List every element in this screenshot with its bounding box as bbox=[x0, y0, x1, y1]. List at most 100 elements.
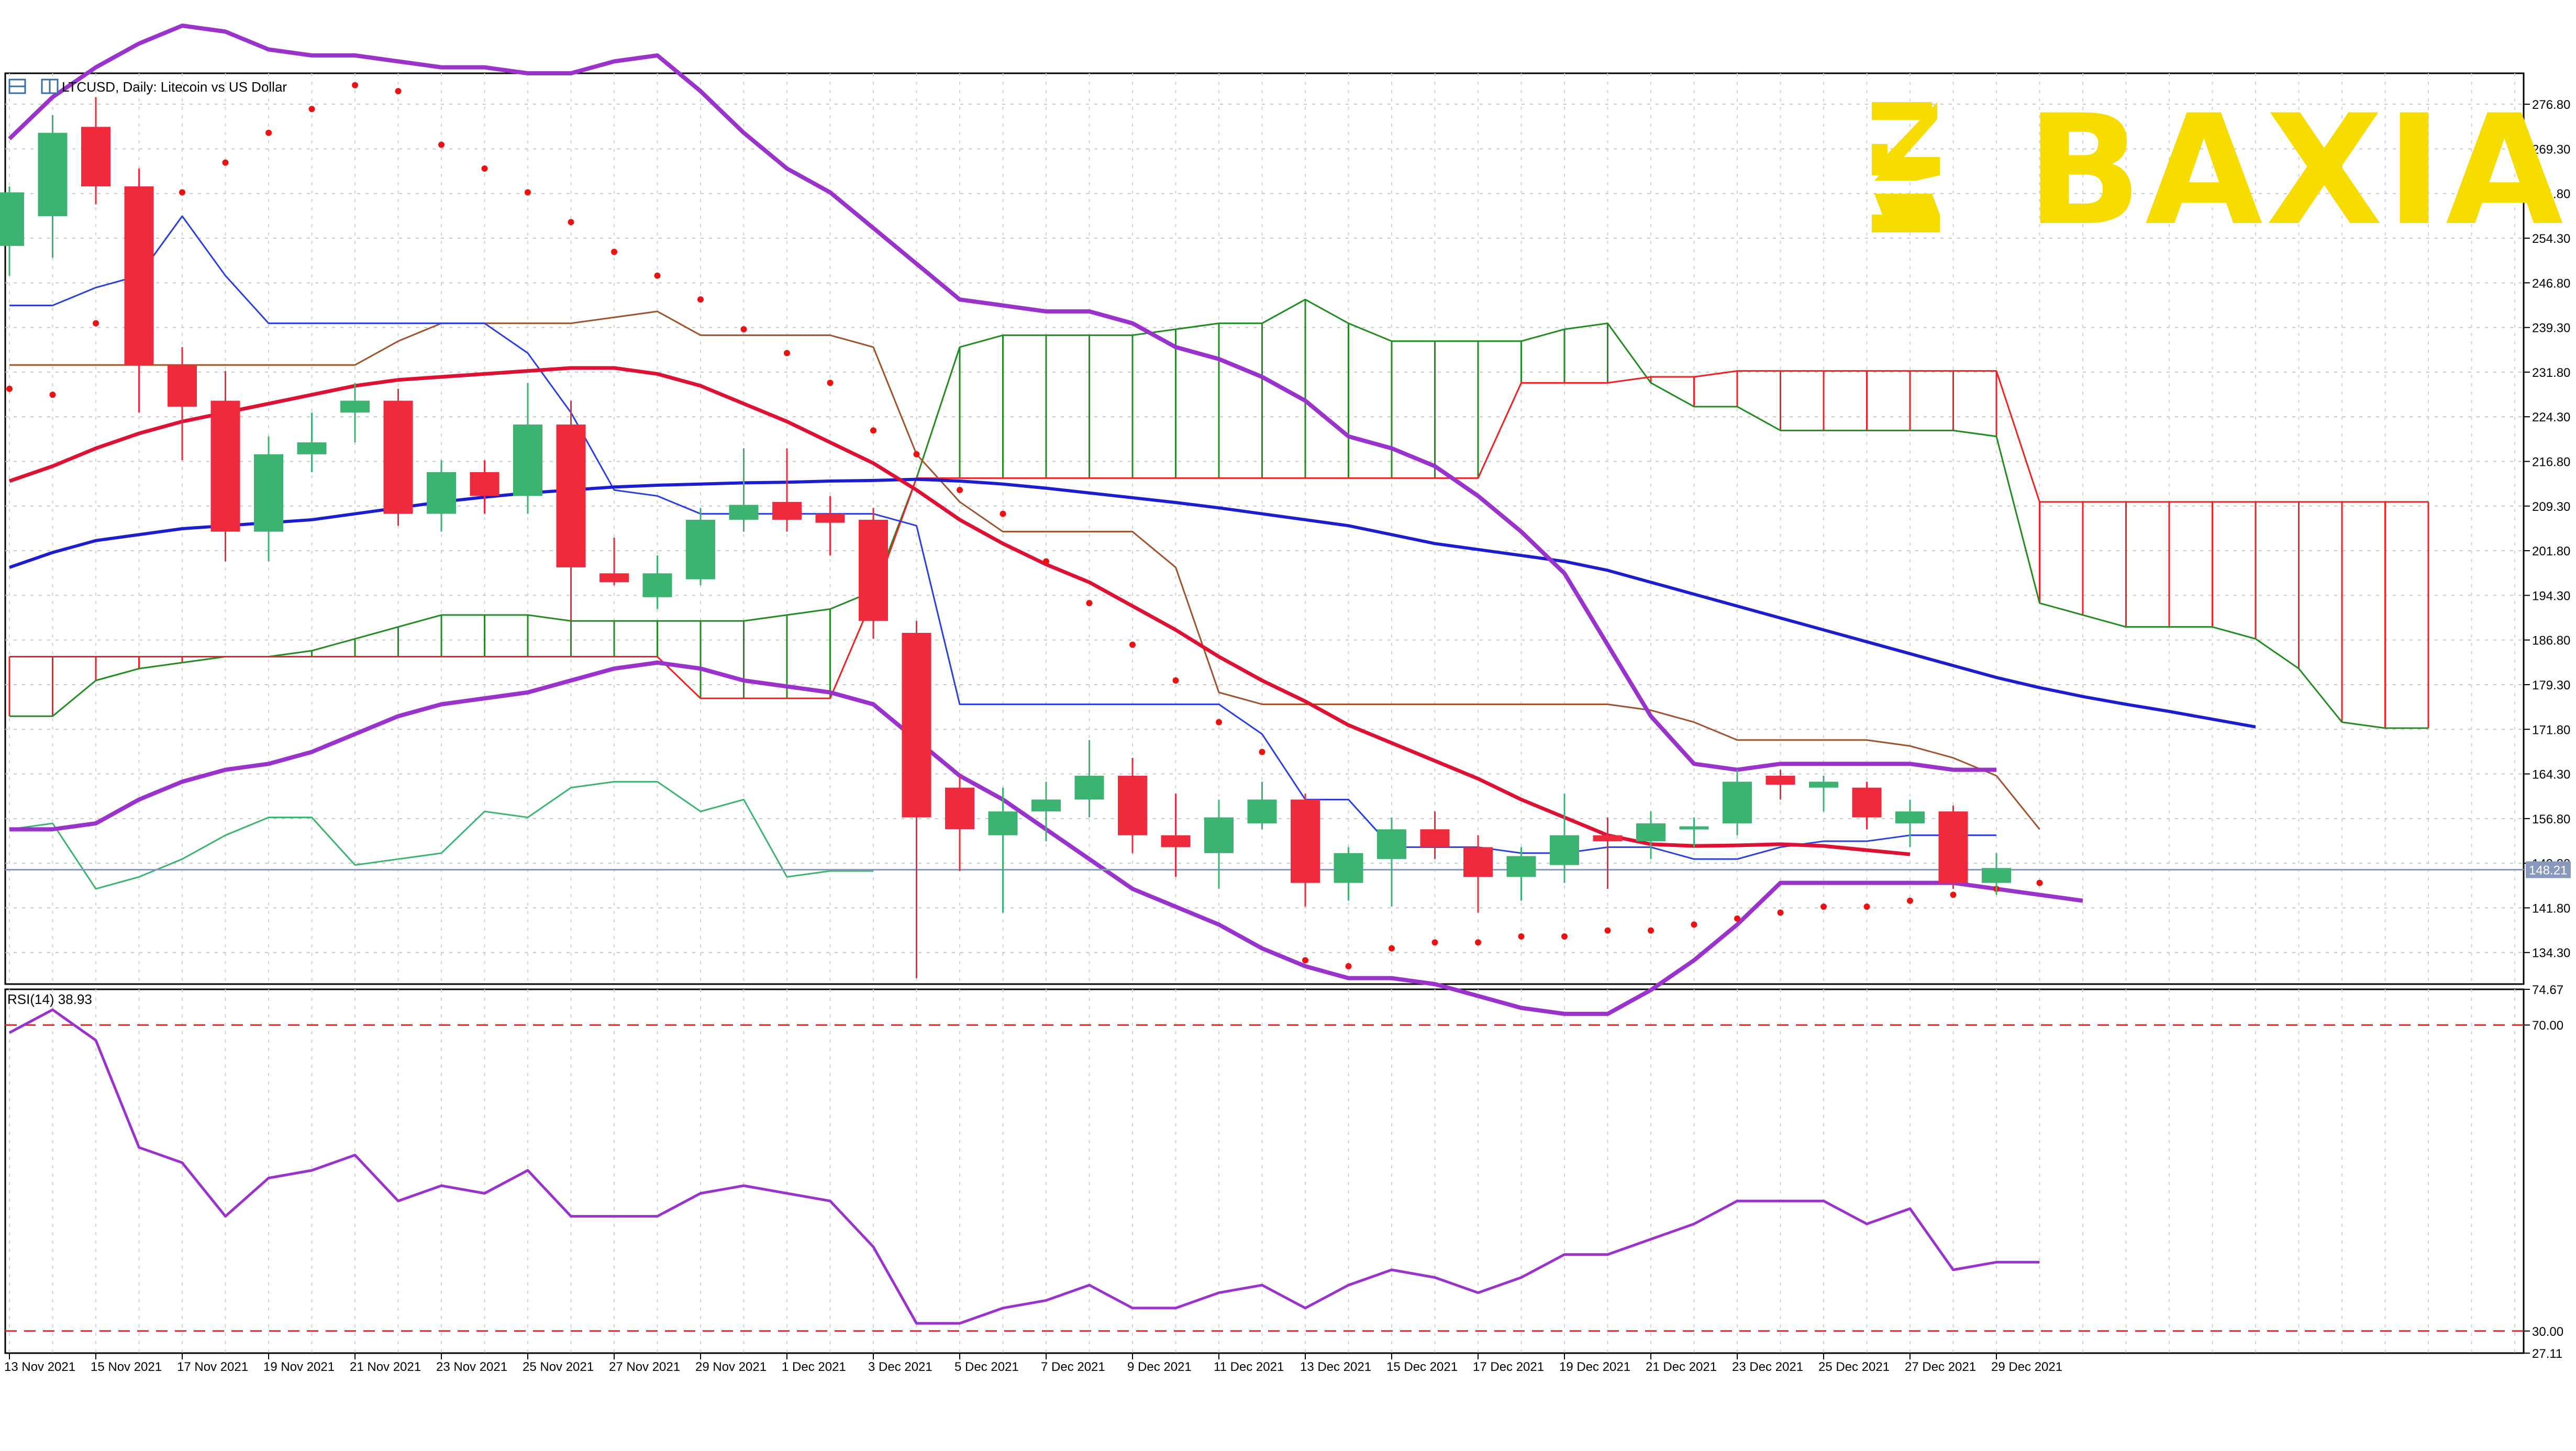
psar-dot bbox=[568, 219, 574, 226]
candle-body bbox=[383, 400, 413, 514]
psar-dot bbox=[1172, 677, 1179, 684]
psar-dot bbox=[1302, 957, 1308, 964]
price-tick-label: 209.30 bbox=[2532, 500, 2570, 514]
rsi-panel-frame bbox=[4, 988, 2525, 1354]
date-tick-label: 23 Nov 2021 bbox=[436, 1360, 507, 1374]
price-axis: 276.80 269.30 261.80 254.30 246.80 239.30 231.… bbox=[2524, 98, 2571, 961]
candle-body bbox=[556, 424, 586, 567]
candle-body bbox=[1247, 799, 1277, 823]
price-tick-label: 179.30 bbox=[2532, 678, 2570, 693]
baxia-logo-mark bbox=[1872, 102, 1940, 232]
psar-dot bbox=[6, 385, 13, 392]
date-tick-label: 9 Dec 2021 bbox=[1127, 1360, 1192, 1374]
date-tick-label: 13 Nov 2021 bbox=[4, 1360, 75, 1374]
candle-body bbox=[168, 365, 197, 407]
psar-dot bbox=[222, 159, 229, 166]
psar-dot bbox=[1691, 921, 1697, 928]
price-tick-label: 186.80 bbox=[2532, 634, 2570, 648]
psar-dot bbox=[481, 165, 488, 172]
price-grid bbox=[5, 73, 2524, 984]
candle-body bbox=[1982, 868, 2011, 883]
price-tick-label: 276.80 bbox=[2532, 98, 2570, 112]
candle-body bbox=[470, 472, 499, 496]
chikou-span bbox=[9, 780, 873, 890]
candle-body bbox=[1334, 853, 1363, 883]
candle-body bbox=[1420, 829, 1450, 847]
psar-dot bbox=[1777, 909, 1784, 916]
psar-dot bbox=[93, 320, 99, 327]
candle-body bbox=[729, 505, 759, 520]
date-tick-label: 17 Nov 2021 bbox=[177, 1360, 248, 1374]
baxia-logo-text: BAXIA bbox=[2026, 83, 2566, 259]
candle-body bbox=[1204, 817, 1234, 853]
psar-dot bbox=[870, 427, 876, 434]
psar-dot bbox=[1648, 927, 1654, 934]
current-price-label: 148.21 bbox=[2529, 864, 2567, 878]
psar-dot bbox=[1734, 915, 1740, 922]
candle-body bbox=[1506, 856, 1536, 877]
rsi-title: RSI(14) 38.93 bbox=[7, 991, 92, 1007]
price-tick-label: 231.80 bbox=[2532, 366, 2570, 380]
date-tick-label: 17 Dec 2021 bbox=[1473, 1360, 1544, 1374]
price-tick-label: 246.80 bbox=[2532, 276, 2570, 291]
date-tick-label: 1 Dec 2021 bbox=[782, 1360, 846, 1374]
date-tick-label: 13 Dec 2021 bbox=[1300, 1360, 1371, 1374]
psar-dot bbox=[1561, 933, 1568, 940]
candle-body bbox=[297, 442, 327, 454]
tenkan-sen bbox=[9, 215, 1996, 860]
psar-dot bbox=[179, 189, 185, 196]
ichimoku-cloud bbox=[8, 298, 2429, 729]
date-tick-label: 15 Dec 2021 bbox=[1386, 1360, 1458, 1374]
psar-dot bbox=[1431, 939, 1438, 946]
psar-dot bbox=[1604, 927, 1611, 934]
psar-dot bbox=[1518, 933, 1525, 940]
senkou-span-b bbox=[9, 370, 2428, 699]
psar-dot bbox=[49, 392, 56, 398]
psar-dot bbox=[697, 296, 704, 303]
psar-dot bbox=[957, 487, 963, 494]
date-tick-label: 29 Nov 2021 bbox=[695, 1360, 767, 1374]
date-tick-label: 21 Dec 2021 bbox=[1646, 1360, 1717, 1374]
date-tick-label: 3 Dec 2021 bbox=[868, 1360, 932, 1374]
candle-body bbox=[1723, 782, 1752, 823]
candle-body bbox=[254, 454, 283, 532]
price-panel-frame bbox=[4, 72, 2525, 985]
candle-body bbox=[599, 573, 629, 583]
candle-body bbox=[1809, 782, 1838, 788]
price-tick-label: 201.80 bbox=[2532, 544, 2570, 559]
price-tick-label: 254.30 bbox=[2532, 232, 2570, 246]
candle-body bbox=[1938, 811, 1968, 883]
psar-dot bbox=[654, 272, 661, 279]
candle-body bbox=[1161, 835, 1191, 847]
parabolic-sar bbox=[6, 82, 2043, 969]
candle-body bbox=[988, 811, 1018, 835]
price-tick-label: 194.30 bbox=[2532, 589, 2570, 603]
candle-body bbox=[427, 472, 456, 514]
candle-body bbox=[1291, 799, 1320, 883]
psar-dot bbox=[265, 129, 272, 136]
psar-dot bbox=[1086, 600, 1093, 607]
candle-body bbox=[1031, 799, 1061, 812]
candlestick-series bbox=[0, 97, 2011, 978]
rsi-line bbox=[8, 1008, 2040, 1325]
date-tick-label: 5 Dec 2021 bbox=[954, 1360, 1019, 1374]
date-tick-label: 19 Dec 2021 bbox=[1559, 1360, 1630, 1374]
candle-body bbox=[210, 400, 240, 532]
candle-body bbox=[945, 787, 974, 830]
symbol-title: LTCUSD, Daily: Litecoin vs US Dollar bbox=[62, 79, 287, 95]
candle-body bbox=[1550, 835, 1579, 865]
psar-dot bbox=[1259, 749, 1265, 755]
psar-dot bbox=[2036, 879, 2043, 886]
price-tick-label: 156.80 bbox=[2532, 812, 2570, 827]
date-tick-label: 7 Dec 2021 bbox=[1041, 1360, 1105, 1374]
psar-dot bbox=[395, 88, 402, 95]
candle-body bbox=[81, 127, 110, 187]
price-tick-label: 269.30 bbox=[2532, 142, 2570, 157]
rsi-tick-label: 30.00 bbox=[2532, 1325, 2563, 1339]
psar-dot bbox=[438, 141, 445, 148]
psar-dot bbox=[784, 350, 790, 356]
candle-body bbox=[1074, 775, 1104, 800]
price-tick-label: 239.30 bbox=[2532, 321, 2570, 336]
price-tick-label: 164.30 bbox=[2532, 768, 2570, 782]
